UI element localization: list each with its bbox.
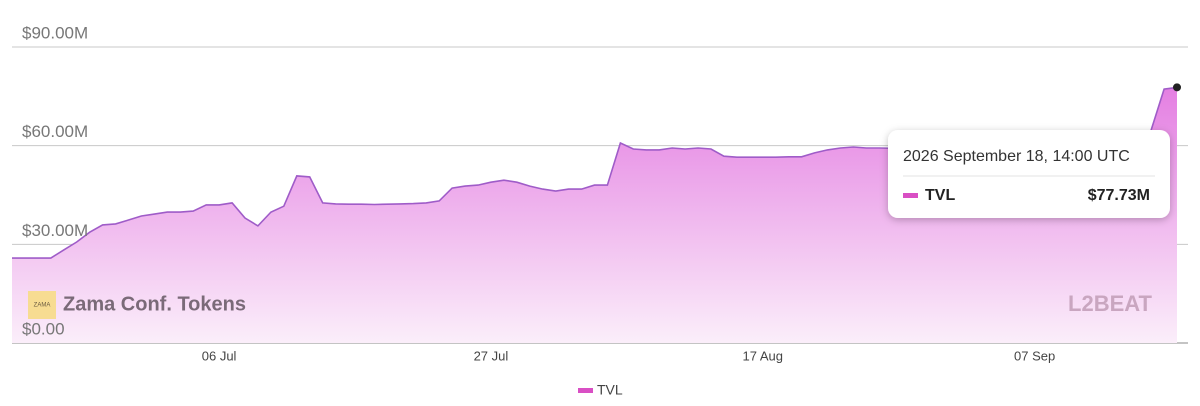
tooltip-swatch: [903, 193, 918, 198]
tooltip-value: $77.73M: [1088, 187, 1150, 204]
y-tick-label: $60.00M: [22, 122, 88, 141]
x-tick-label: 07 Sep: [1014, 348, 1055, 363]
area: [12, 87, 1177, 344]
hover-point: [1173, 83, 1181, 92]
y-tick-label: $0.00: [22, 319, 65, 338]
project-icon-text: ZAMA: [34, 303, 51, 309]
tooltip: 2026 September 18, 14:00 UTC TVL $77.73M: [888, 130, 1170, 218]
project-badge: ZAMA Zama Conf. Tokens: [28, 291, 246, 319]
legend-label: TVL: [597, 382, 623, 398]
x-tick-label: 06 Jul: [202, 348, 237, 363]
tooltip-title: 2026 September 18, 14:00 UTC: [903, 148, 1130, 165]
x-tick-label: 17 Aug: [743, 348, 784, 363]
y-tick-label: $30.00M: [22, 221, 88, 240]
project-icon: [28, 291, 56, 319]
x-tick-label: 27 Jul: [474, 348, 509, 363]
y-tick-label: $90.00M: [22, 23, 88, 42]
tooltip-series: TVL: [925, 187, 955, 204]
watermark: L2BEAT: [1068, 291, 1152, 316]
project-name: Zama Conf. Tokens: [63, 293, 246, 315]
tooltip-box: [888, 130, 1170, 218]
legend-swatch: [578, 388, 593, 393]
